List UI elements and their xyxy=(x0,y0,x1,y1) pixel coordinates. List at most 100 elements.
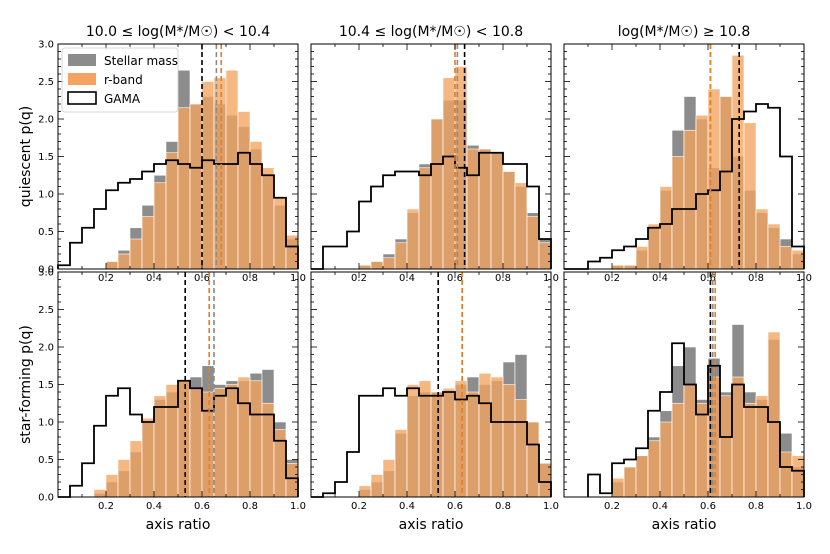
rband-bar xyxy=(418,167,432,270)
rband-bar xyxy=(165,384,179,498)
x-tick-label: 0.4 xyxy=(652,501,668,512)
x-tick-label: 0.6 xyxy=(447,273,463,284)
rband-bar xyxy=(165,152,179,270)
y-axis-label-star-forming: star-forming p(q) xyxy=(18,325,34,444)
rband-bar xyxy=(442,77,456,270)
rband-bar xyxy=(514,399,528,498)
rband-bar xyxy=(526,421,540,498)
rband-bar xyxy=(611,477,625,498)
rband-bar xyxy=(623,264,637,270)
legend: Stellar mass r-band GAMA xyxy=(61,47,179,113)
rband-bar xyxy=(731,376,745,498)
y-tick-label: 0.5 xyxy=(38,455,54,466)
rband-bar xyxy=(141,216,155,270)
rband-bar xyxy=(285,234,299,270)
rband-bar xyxy=(225,69,239,270)
gama-histogram xyxy=(311,151,552,270)
rband-bar xyxy=(743,402,757,498)
x-axis-label: axis ratio xyxy=(652,517,717,533)
x-tick-label: 0.6 xyxy=(194,501,210,512)
y-axis-label-quiescent: quiescent p(q) xyxy=(18,106,34,207)
x-tick-label: 0.8 xyxy=(495,501,511,512)
x-tick-label: 0.6 xyxy=(194,273,210,284)
x-tick-label: 0.6 xyxy=(447,501,463,512)
x-tick-label: 0.2 xyxy=(351,501,367,512)
rband-bar xyxy=(273,197,287,270)
rband-bar xyxy=(779,451,793,498)
y-tick-label: 2.5 xyxy=(38,77,54,88)
rband-bar xyxy=(249,141,263,270)
rband-bar xyxy=(117,459,131,498)
rband-bar xyxy=(767,331,781,498)
rband-bar xyxy=(490,152,504,270)
rband-bar xyxy=(683,129,697,270)
rband-bar xyxy=(129,440,143,498)
y-tick-label: 0.5 xyxy=(38,227,54,238)
x-tick-label: 1.0 xyxy=(290,501,306,512)
y-tick-label: 1.5 xyxy=(38,152,54,163)
rband-bar xyxy=(743,122,757,270)
rband-bar xyxy=(538,462,552,498)
x-axis-label: axis ratio xyxy=(399,517,464,533)
gama-histogram xyxy=(587,342,805,497)
legend-gama-label: GAMA xyxy=(104,92,141,106)
rband-bar xyxy=(105,474,119,498)
rband-bar xyxy=(117,253,131,270)
y-tick-label: 2.0 xyxy=(38,115,54,126)
rband-bar xyxy=(285,462,299,498)
x-tick-label: 0.8 xyxy=(748,273,764,284)
gama-histogram xyxy=(58,379,299,498)
rband-bar xyxy=(671,156,685,270)
rband-bar xyxy=(141,417,155,498)
legend-rband-swatch xyxy=(68,73,96,85)
rband-bar xyxy=(261,402,275,498)
rband-bar xyxy=(418,380,432,498)
rband-bar xyxy=(93,489,107,498)
column-title: log(M*/M☉) ≥ 10.8 xyxy=(618,24,751,40)
rband-bar xyxy=(611,264,625,270)
x-tick-label: 0.4 xyxy=(399,501,415,512)
rband-bar xyxy=(153,182,167,270)
y-tick-label: 3.0 xyxy=(38,268,54,279)
rband-bar xyxy=(237,111,251,270)
rband-bar xyxy=(382,459,396,498)
x-tick-label: 0.4 xyxy=(652,273,668,284)
rband-bar xyxy=(466,148,480,270)
panel-quiescent-1: 0.2 0.4 0.6 0.8 1.00.00.51.01.52.02.53.0 xyxy=(38,40,306,285)
rband-bar xyxy=(430,391,444,498)
rband-bar xyxy=(153,395,167,498)
rband-bar xyxy=(201,391,215,498)
panel-quiescent-2: 0.2 0.4 0.6 0.8 1.0 xyxy=(310,43,559,284)
x-tick-label: 0.2 xyxy=(98,501,114,512)
legend-stellar-label: Stellar mass xyxy=(104,54,178,68)
gama-histogram xyxy=(311,387,552,498)
gama-histogram xyxy=(57,151,299,269)
rband-bar xyxy=(779,246,793,270)
rband-bar xyxy=(502,171,516,270)
panel-star-forming-3: 0.2 0.4 0.6 0.8 1.0 xyxy=(563,271,812,512)
x-tick-label: 0.6 xyxy=(700,273,716,284)
rband-bar xyxy=(370,261,384,270)
x-tick-label: 1.0 xyxy=(796,501,812,512)
rband-bar xyxy=(177,107,191,270)
rband-bar xyxy=(647,223,661,270)
rband-bar xyxy=(478,148,492,270)
rband-bar xyxy=(442,387,456,498)
rband-bar xyxy=(105,261,119,270)
rband-bar xyxy=(454,380,468,498)
rband-bar xyxy=(406,384,420,498)
rband-bar xyxy=(623,466,637,498)
rband-bar xyxy=(478,372,492,498)
x-tick-label: 0.2 xyxy=(98,273,114,284)
legend-gama-swatch xyxy=(67,91,97,105)
column-title: 10.0 ≤ log(M*/M☉) < 10.4 xyxy=(86,24,270,40)
panel-star-forming-2: 0.2 0.4 0.6 0.8 1.0 xyxy=(310,271,559,512)
y-tick-label: 2.5 xyxy=(38,305,54,316)
x-tick-label: 0.8 xyxy=(748,501,764,512)
rband-bar xyxy=(189,387,203,498)
rband-bar xyxy=(201,81,215,270)
rband-bar xyxy=(514,182,528,270)
rband-bar xyxy=(719,96,733,270)
rband-bar xyxy=(466,391,480,498)
